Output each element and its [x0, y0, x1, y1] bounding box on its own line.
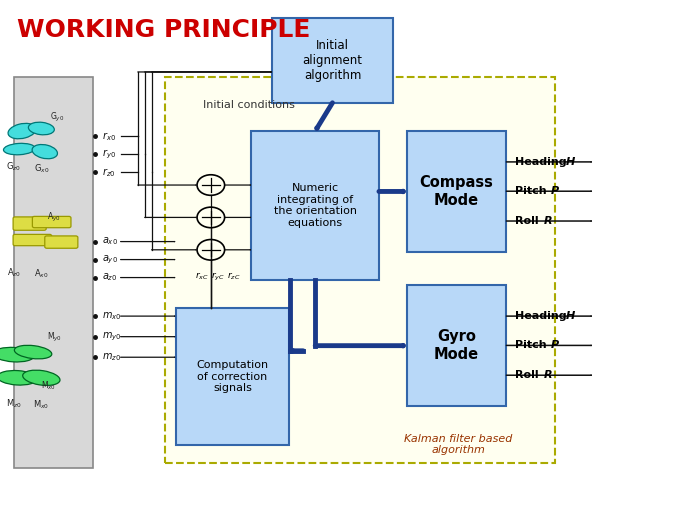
Text: M$_{x0}$: M$_{x0}$: [33, 399, 50, 411]
Text: $a_{x0}$: $a_{x0}$: [102, 236, 118, 247]
Text: Computation
of correction
signals: Computation of correction signals: [196, 360, 269, 393]
Text: P: P: [551, 186, 559, 196]
Text: Initial conditions: Initial conditions: [203, 100, 295, 111]
Text: M$_{y0}$: M$_{y0}$: [47, 331, 62, 344]
Text: Pitch: Pitch: [515, 186, 551, 196]
Text: Kalman filter based
algorithm: Kalman filter based algorithm: [404, 434, 513, 455]
Text: $m_{y0}$: $m_{y0}$: [102, 331, 121, 343]
Text: G$_{x0}$: G$_{x0}$: [34, 162, 49, 175]
Text: H: H: [566, 311, 575, 321]
Text: Pitch: Pitch: [515, 340, 551, 351]
Text: $r_{yC}$: $r_{yC}$: [211, 270, 225, 283]
Text: P: P: [551, 340, 559, 351]
Text: $m_{x0}$: $m_{x0}$: [102, 310, 121, 322]
Bar: [407, 285, 506, 406]
Ellipse shape: [28, 122, 54, 135]
Text: Roll: Roll: [515, 370, 542, 380]
Text: $r_{zC}$: $r_{zC}$: [227, 271, 240, 282]
Ellipse shape: [23, 370, 60, 386]
Text: G$_{z0}$: G$_{z0}$: [6, 161, 21, 173]
Bar: [272, 18, 393, 103]
Text: Roll: Roll: [515, 216, 542, 226]
Text: Compass
Mode: Compass Mode: [420, 175, 493, 208]
Ellipse shape: [0, 347, 34, 362]
Text: Gyro
Mode: Gyro Mode: [434, 329, 479, 362]
Bar: [176, 308, 289, 445]
Text: $a_{y0}$: $a_{y0}$: [102, 253, 118, 266]
Ellipse shape: [0, 371, 37, 385]
Text: G$_{y0}$: G$_{y0}$: [50, 111, 64, 124]
Ellipse shape: [14, 345, 52, 359]
Text: $r_{y0}$: $r_{y0}$: [102, 148, 116, 161]
Text: $a_{z0}$: $a_{z0}$: [102, 272, 117, 283]
Text: R: R: [544, 216, 553, 226]
Text: Heading: Heading: [515, 311, 570, 321]
Ellipse shape: [32, 144, 57, 159]
Text: $r_{x0}$: $r_{x0}$: [102, 130, 116, 142]
Text: $r_{xC}$: $r_{xC}$: [195, 271, 209, 282]
Text: A$_{z0}$: A$_{z0}$: [7, 266, 21, 279]
Ellipse shape: [3, 143, 35, 155]
Bar: [14, 77, 93, 468]
Bar: [407, 131, 506, 252]
Text: Numeric
integrating of
the orientation
equations: Numeric integrating of the orientation e…: [274, 183, 357, 228]
Text: $m_{z0}$: $m_{z0}$: [102, 352, 121, 363]
Text: R: R: [544, 370, 553, 380]
Bar: [251, 131, 379, 280]
FancyBboxPatch shape: [32, 216, 71, 228]
Ellipse shape: [8, 123, 36, 139]
Text: M$_{z0}$: M$_{z0}$: [6, 397, 21, 410]
Bar: [165, 77, 555, 463]
Text: H: H: [566, 157, 575, 167]
FancyBboxPatch shape: [13, 234, 52, 246]
Text: M$_{x0}$: M$_{x0}$: [41, 379, 56, 392]
FancyBboxPatch shape: [45, 236, 78, 248]
FancyBboxPatch shape: [13, 217, 46, 230]
Text: A$_{y0}$: A$_{y0}$: [47, 211, 61, 225]
Text: A$_{x0}$: A$_{x0}$: [34, 268, 49, 280]
Text: $r_{z0}$: $r_{z0}$: [102, 166, 116, 178]
Text: Initial
alignment
algorithm: Initial alignment algorithm: [302, 39, 362, 82]
Text: WORKING PRINCIPLE: WORKING PRINCIPLE: [17, 18, 311, 42]
Text: Heading: Heading: [515, 157, 570, 167]
